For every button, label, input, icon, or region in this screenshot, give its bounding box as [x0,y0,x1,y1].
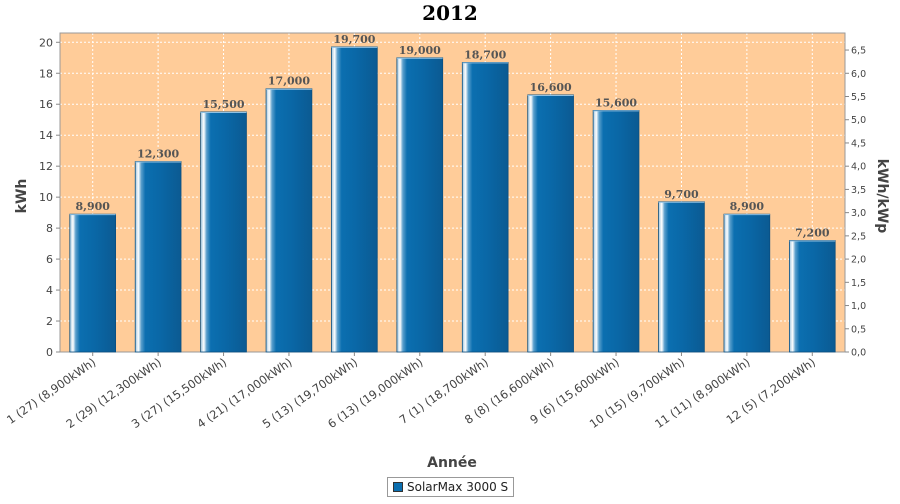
data-label: 19,700 [333,33,375,46]
y2-tick-label: 6,5 [851,46,866,57]
bar [69,213,117,353]
y2-tick-label: 3,5 [851,185,866,196]
y-tick-label: 6 [46,253,53,266]
data-label: 18,700 [464,48,506,61]
data-label: 15,500 [202,98,244,111]
data-label: 19,000 [399,44,441,57]
bar [592,110,640,353]
bar [658,201,705,353]
y2-tick-label: 1,0 [851,301,866,312]
y2-tick-label: 5,5 [851,92,866,103]
data-label: 15,600 [595,96,637,109]
y2-tick-label: 5,0 [851,115,866,126]
bar [265,88,313,353]
y2-tick-label: 0,0 [851,348,866,359]
y2-tick-label: 2,5 [851,231,866,242]
y2-tick-label: 2,0 [851,255,866,266]
data-label: 12,300 [137,148,179,161]
data-label: 8,900 [730,200,765,213]
plot-area [60,33,845,352]
data-label: 16,600 [530,81,572,94]
data-label: 8,900 [75,200,110,213]
chart-title: 2012 [422,1,478,25]
bar [200,111,247,353]
y-axis-title: kWh [14,179,30,214]
data-label: 9,700 [664,188,699,201]
y-tick-label: 18 [39,67,53,80]
legend-label: SolarMax 3000 S [407,480,509,494]
y-tick-label: 0 [46,346,53,359]
y2-tick-label: 6,0 [851,69,866,80]
bar [396,57,444,353]
y-tick-label: 16 [39,98,53,111]
bar [461,62,509,353]
legend-swatch [393,482,403,492]
bar [788,240,836,353]
bar [331,46,378,353]
y-tick-label: 4 [46,284,53,297]
data-label: 17,000 [268,75,310,88]
bar [527,94,574,353]
y-tick-label: 10 [39,191,53,204]
data-label: 7,200 [795,227,830,240]
y2-tick-label: 0,5 [851,324,866,335]
y2-tick-label: 3,0 [851,208,866,219]
y2-tick-label: 1,5 [851,278,866,289]
x-axis-title: Année [427,455,477,471]
plot-border [59,32,846,353]
bar [134,161,182,353]
y-tick-label: 14 [39,129,53,142]
y2-axis-title: kWh/kWp [874,159,890,234]
y2-tick-label: 4,5 [851,138,866,149]
legend: SolarMax 3000 S [387,477,515,497]
y-tick-label: 20 [39,36,53,49]
y-tick-label: 12 [39,160,53,173]
y-tick-label: 8 [46,222,53,235]
y2-tick-label: 4,0 [851,162,866,173]
y-tick-label: 2 [46,315,53,328]
bar [723,213,771,353]
